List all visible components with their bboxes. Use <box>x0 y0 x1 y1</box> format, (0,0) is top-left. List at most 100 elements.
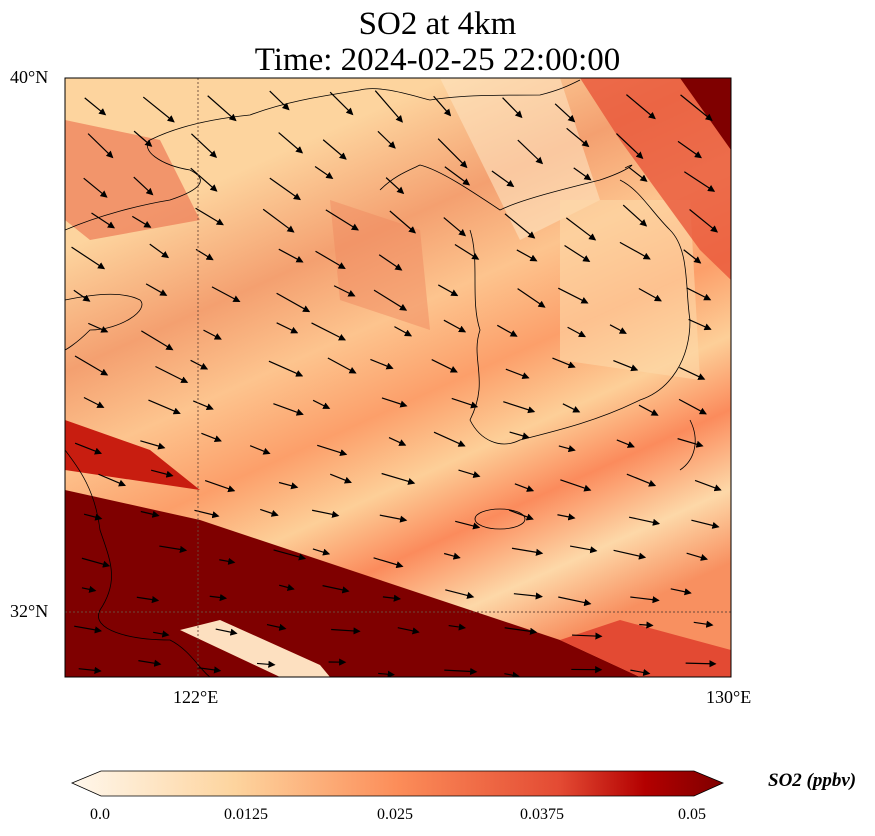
wind-arrow <box>558 287 589 304</box>
wind-arrow <box>619 241 651 260</box>
wind-arrow <box>517 288 546 308</box>
colorbar-tick: 0.025 <box>377 806 413 823</box>
wind-arrow <box>502 97 523 119</box>
wind-arrow <box>744 176 775 199</box>
wind-arrow <box>630 668 651 677</box>
plot-title-time: Time: 2024-02-25 22:00:00 <box>254 42 621 78</box>
wind-arrow <box>677 140 702 159</box>
coastline <box>65 79 696 677</box>
wind-arrow <box>378 254 403 271</box>
wind-arrow <box>381 397 408 408</box>
gridlines <box>65 78 731 677</box>
wind-arrow <box>755 290 780 305</box>
wind-arrow <box>311 509 340 518</box>
wind-arrow <box>81 557 111 568</box>
wind-arrow <box>74 355 109 376</box>
colorbar-tick: 0.0375 <box>520 806 564 823</box>
wind-arrow <box>389 210 417 234</box>
wind-arrow <box>83 396 105 408</box>
wind-arrow <box>491 170 515 188</box>
wind-arrow <box>201 432 222 443</box>
colorbar-label: SO2 (ppbv) <box>768 770 857 791</box>
wind-arrow <box>219 557 236 565</box>
wind-arrow <box>569 545 598 554</box>
wind-arrow <box>276 292 311 313</box>
wind-arrow <box>394 326 413 337</box>
map-frame <box>64 77 732 678</box>
wind-arrow <box>211 286 241 303</box>
wind-arrow <box>382 594 402 602</box>
wind-arrow <box>739 548 757 551</box>
wind-arrow <box>693 620 714 628</box>
wind-arrow <box>207 95 237 122</box>
lon-tick-130e: 130°E <box>706 687 752 707</box>
wind-arrow <box>638 404 659 416</box>
wind-arrow <box>317 444 348 457</box>
colorbar-tick: 0.0125 <box>224 806 268 823</box>
wind-arrow <box>153 630 170 638</box>
wind-arrow <box>511 547 544 556</box>
wind-arrow <box>397 627 420 635</box>
wind-arrow <box>145 283 168 296</box>
wind-arrow <box>140 440 166 450</box>
wind-arrow <box>370 358 394 370</box>
wind-arrow <box>514 483 535 492</box>
wind-arrow <box>458 469 481 479</box>
wind-arrow <box>142 96 175 123</box>
wind-arrow <box>87 133 114 159</box>
wind-arrow <box>249 445 271 455</box>
wind-arrow <box>273 549 307 561</box>
wind-arrow <box>454 243 480 260</box>
wind-arrow <box>748 134 781 158</box>
wind-arrow <box>565 217 597 241</box>
wind-arrow <box>266 623 287 631</box>
wind-arrow <box>455 520 481 530</box>
colorbar-tick: 0.05 <box>678 806 706 823</box>
wind-arrow <box>150 469 174 478</box>
wind-arrow <box>756 400 786 412</box>
wind-arrow <box>133 176 154 196</box>
wind-arrow <box>504 213 536 239</box>
wind-arrow <box>148 399 181 415</box>
wind-arrow <box>91 212 116 229</box>
wind-arrow <box>756 592 772 594</box>
wind-arrow <box>445 589 475 599</box>
wind-arrow <box>379 514 408 523</box>
wind-arrow <box>312 548 331 556</box>
wind-arrow <box>731 481 747 488</box>
wind-arrow <box>84 97 107 116</box>
wind-arrow <box>191 133 218 158</box>
wind-arrow <box>262 208 295 233</box>
wind-arrow <box>554 103 576 123</box>
wind-arrow <box>433 95 452 117</box>
wind-arrow <box>626 473 657 487</box>
wind-arrow <box>431 359 458 373</box>
colorbar-tick: 0.0 <box>90 806 110 823</box>
wind-arrow <box>613 360 639 372</box>
wind-arrow <box>373 289 408 311</box>
wind-arrow <box>509 431 530 440</box>
wind-arrow <box>613 549 647 560</box>
wind-arrow <box>571 632 603 640</box>
wind-arrow <box>159 545 188 553</box>
lat-tick-32n: 32°N <box>10 601 49 621</box>
wind-arrow <box>737 102 756 120</box>
colorbar <box>70 770 725 797</box>
wind-arrow <box>679 366 706 380</box>
wind-arrow <box>260 508 279 517</box>
wind-arrow <box>433 431 466 447</box>
wind-arrow <box>71 246 106 270</box>
wind-arrow <box>269 177 301 201</box>
wind-arrow <box>680 94 713 122</box>
wind-arrow <box>388 437 407 446</box>
wind-arrow <box>443 217 467 237</box>
wind-arrow <box>195 248 214 261</box>
wind-arrow <box>444 166 471 186</box>
wind-arrow <box>88 322 109 333</box>
wind-arrow <box>558 596 592 607</box>
wind-arrow <box>503 401 536 414</box>
so2-field <box>65 78 731 677</box>
wind-arrow <box>278 132 304 154</box>
wind-arrow <box>140 510 160 518</box>
wind-arrow <box>192 400 214 411</box>
